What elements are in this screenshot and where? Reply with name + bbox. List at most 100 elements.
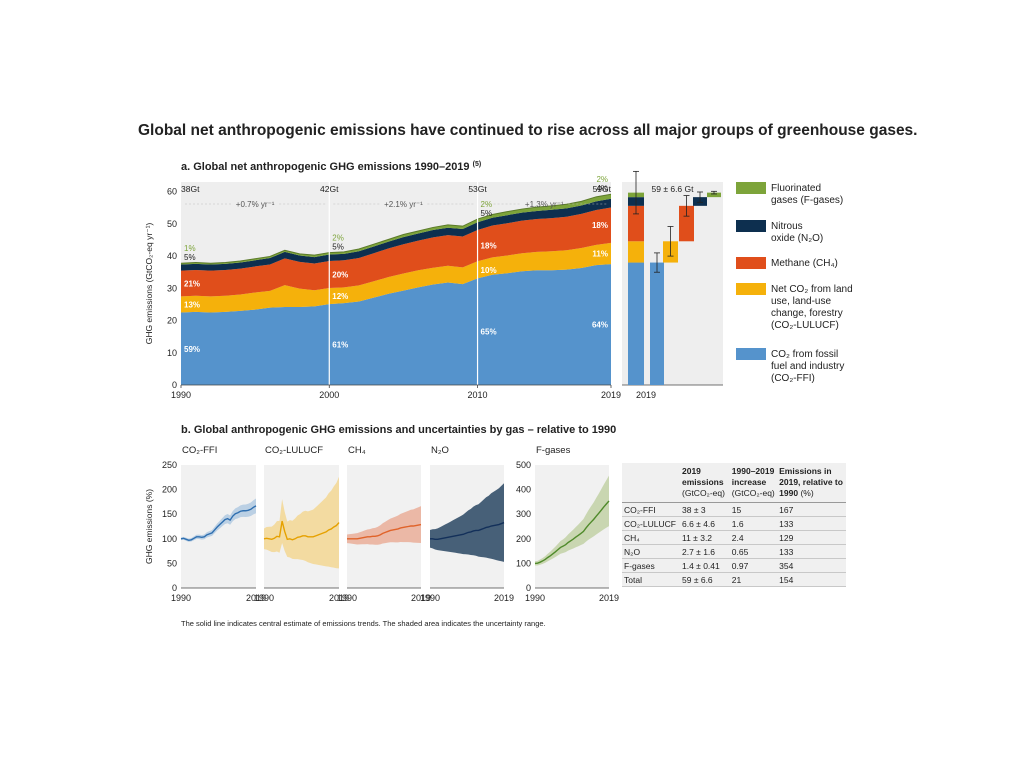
share-label-fgas: 1% [184, 244, 196, 253]
legend-label-fgas: gases (F-gases) [771, 195, 843, 206]
subplot-y-tick-label: 400 [516, 485, 531, 495]
table-cell: F-gases [622, 558, 680, 573]
panel-b-title: b. Global anthropogenic GHG emissions an… [181, 424, 616, 436]
subplot-y-tick-label: 100 [516, 558, 531, 568]
subplot-y-tick-label: 300 [516, 509, 531, 519]
subplot-y-tick-label: 100 [162, 534, 177, 544]
bar-2019-title: 59 ± 6.6 Gt [652, 184, 695, 194]
subplot-y-tick-label: 200 [516, 534, 531, 544]
share-label-ch4: 18% [592, 221, 608, 230]
x-tick-label: 2019 [601, 390, 621, 400]
subplot-title: CO₂-FFI [182, 445, 217, 456]
share-label-lulucf: 11% [592, 250, 608, 259]
subplot-x-tick-label: 2019 [246, 593, 266, 603]
legend-label-lulucf: Net CO₂ from land [771, 284, 853, 295]
legend-label-ffi: (CO₂-FFI) [771, 373, 815, 384]
central-line [347, 523, 422, 540]
subplot-x-tick-label: 2019 [411, 593, 431, 603]
total-label-2019: 59Gt [593, 184, 612, 194]
y-axis-label: GHG emissions (GtCO₂-eq yr⁻¹) [144, 223, 154, 345]
table-header-row: 2019 emissions (GtCO₂-eq) 1990–2019 incre… [622, 463, 846, 503]
table-cell: 1.4 ± 0.41 [680, 558, 730, 573]
share-label-fgas: 2% [596, 175, 608, 184]
subplot-x-tick-label: 1990 [420, 593, 440, 603]
panel-a-chart: 0 10 20 30 40 50 60 1990 2000 2010 2019 GHG emissio… [144, 175, 621, 400]
legend-swatch-ffi [736, 348, 766, 360]
share-label-fgas: 2% [481, 200, 493, 209]
table-row: CO₂-FFI 38 ± 3 15 167 [622, 502, 846, 517]
area-n2o [181, 198, 611, 271]
table-cell: 2.4 [729, 530, 778, 545]
footnote: The solid line indicates central estimat… [181, 619, 546, 628]
share-label-ch4: 21% [184, 280, 200, 289]
table-cell: Total [622, 572, 680, 587]
share-label-n2o: 5% [332, 243, 344, 252]
subplot-y-tick-label: 500 [516, 460, 531, 470]
central-line [180, 505, 257, 542]
table-row: F-gases 1.4 ± 0.41 0.97 354 [622, 558, 846, 573]
stacked-bar-ffi [628, 262, 644, 385]
x-tick-label: 1990 [171, 390, 191, 400]
subplot-x-tick-label: 1990 [171, 593, 191, 603]
share-label-ffi: 64% [592, 321, 608, 330]
table-cell: CH₄ [622, 530, 680, 545]
y-tick-label: 30 [167, 283, 177, 293]
waterfall-bar-fgas [707, 192, 721, 198]
table-cell: 133 [777, 516, 846, 531]
growth-rate-label: +1.3% yr⁻¹ [525, 200, 564, 209]
legend-label-n2o: Nitrous [771, 221, 803, 232]
table-cell: 354 [777, 558, 846, 573]
y-tick-label: 50 [167, 219, 177, 229]
figure-heading: Global net anthropogenic emissions have … [138, 122, 918, 139]
area-ch4 [181, 207, 611, 297]
legend-label-lulucf: change, forestry [771, 308, 843, 319]
y-tick-label: 20 [167, 316, 177, 326]
share-label-fgas: 2% [332, 234, 344, 243]
legend-label-lulucf: use, land-use [771, 296, 831, 307]
legend-label-n2o: oxide (N₂O) [771, 233, 823, 244]
panel-a-2019-bar: 59 ± 6.6 Gt 2019 [622, 170, 723, 400]
subplot-title: N₂O [431, 445, 449, 456]
stacked-bar-lulucf [628, 241, 644, 263]
waterfall-bar-ffi [650, 262, 664, 385]
table-header-col-2: 1990–2019 increase (GtCO₂-eq) [729, 463, 778, 503]
share-label-n2o: 5% [184, 253, 196, 262]
area-ffi [181, 264, 611, 385]
share-label-n2o: 5% [481, 209, 493, 218]
uncertainty-band [181, 498, 256, 542]
table-row: CH₄ 11 ± 3.2 2.4 129 [622, 530, 846, 545]
total-label-1990: 38Gt [181, 184, 200, 194]
subplot-x-tick-label: 1990 [254, 593, 274, 603]
legend-label-fgas: Fluorinated [771, 183, 821, 194]
legend-label-ffi: fuel and industry [771, 361, 844, 372]
table-cell: 59 ± 6.6 [680, 572, 730, 587]
total-label-2000: 42Gt [320, 184, 339, 194]
table-cell: CO₂-LULUCF [622, 516, 680, 531]
share-label-n2o: 4% [596, 184, 608, 193]
share-label-lulucf: 13% [184, 300, 200, 309]
table-cell: 0.97 [729, 558, 778, 573]
legend-label-ffi: CO₂ from fossil [771, 349, 838, 360]
growth-rate-label: +2.1% yr⁻¹ [384, 200, 423, 209]
subplot-bg [264, 465, 339, 588]
table-header-col-1: 2019 emissions (GtCO₂-eq) [680, 463, 730, 503]
table-cell: 6.6 ± 4.6 [680, 516, 730, 531]
table-cell: 38 ± 3 [680, 502, 730, 517]
stacked-bar-ch4 [628, 205, 644, 242]
share-label-ch4: 18% [481, 242, 497, 251]
x-label-2019: 2019 [636, 390, 656, 400]
subplot-y-tick-label: 150 [162, 509, 177, 519]
central-line [263, 520, 340, 541]
subplot-y-tick-label: 200 [162, 485, 177, 495]
subplot-bg [535, 465, 609, 588]
waterfall-bar-ch4 [679, 205, 694, 242]
subplot-title: F-gases [536, 445, 571, 456]
table-row: CO₂-LULUCF 6.6 ± 4.6 1.6 133 [622, 516, 846, 531]
y-tick-label: 10 [167, 348, 177, 358]
table-cell: 167 [777, 502, 846, 517]
table-cell: 21 [729, 572, 778, 587]
uncertainty-band [535, 475, 609, 566]
subplot-x-tick-label: 1990 [337, 593, 357, 603]
legend-swatch-fgas [736, 182, 766, 194]
